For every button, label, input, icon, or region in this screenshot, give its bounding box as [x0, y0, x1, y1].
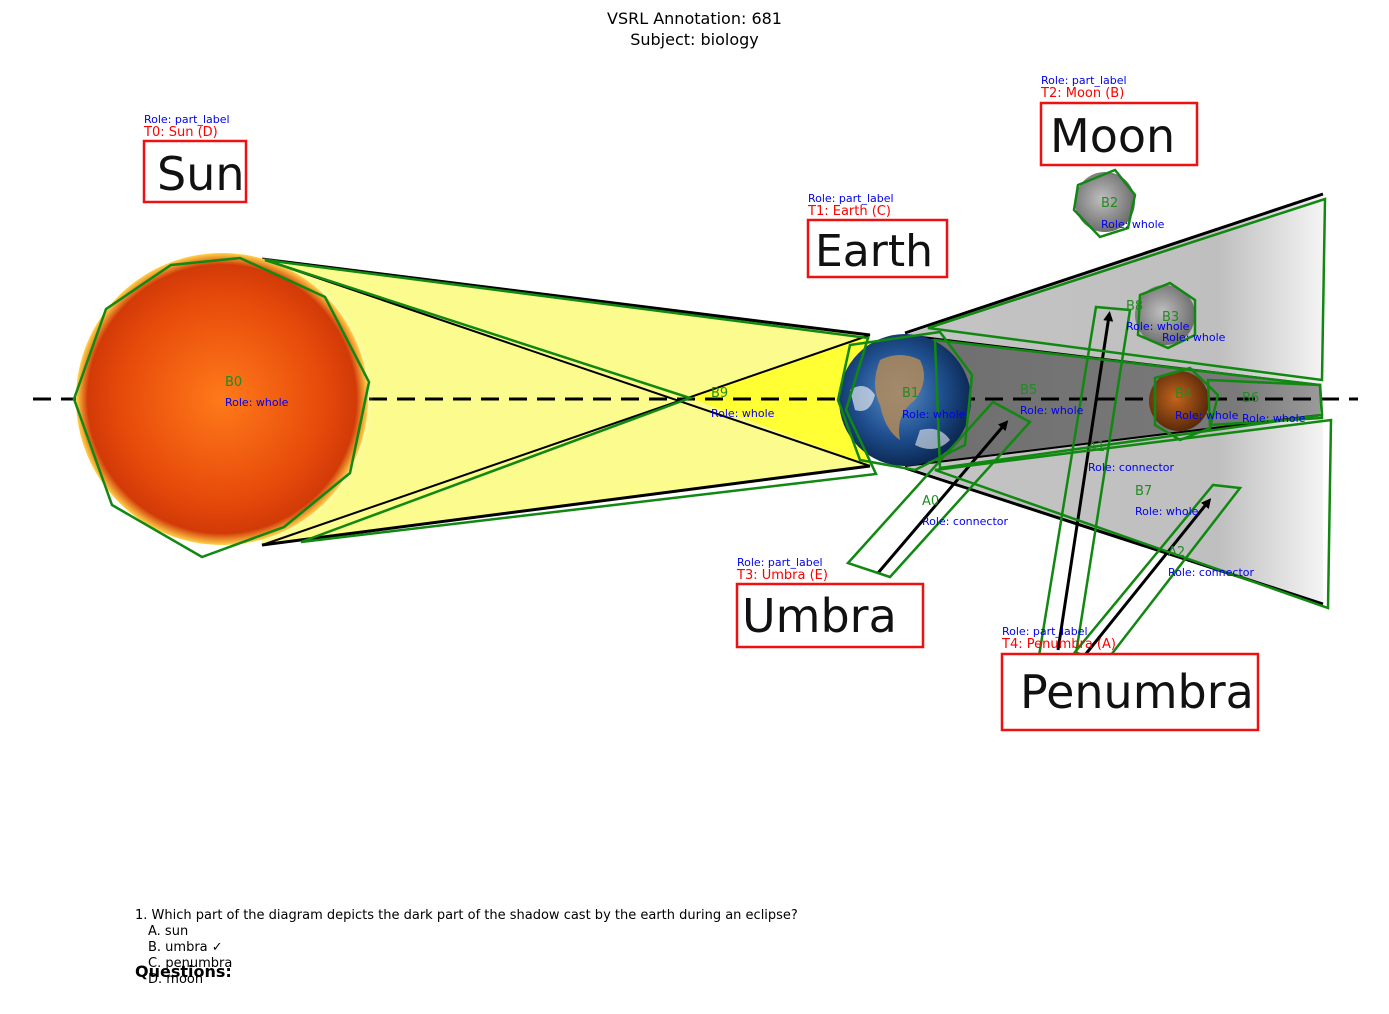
- b5-id: B5: [1020, 383, 1037, 398]
- t2-role: Role: part_label: [1041, 74, 1127, 87]
- sunlight-cones: [261, 257, 871, 547]
- a1-role: Role: connector: [1088, 461, 1174, 474]
- moon-image-penumbra: [1135, 285, 1195, 345]
- moon-image-top: [1075, 172, 1135, 232]
- text-box-earth: Earth Role: part_label T1: Earth (C): [806, 192, 949, 279]
- earth-word: Earth: [815, 226, 933, 277]
- a2-role: Role: connector: [1168, 566, 1254, 579]
- option-d: D. moon: [148, 972, 204, 987]
- option-b: B. umbra ✓: [148, 940, 223, 955]
- a0-role: Role: connector: [922, 515, 1008, 528]
- a0-id: A0: [922, 494, 939, 509]
- b2-role: Role: whole: [1101, 218, 1165, 231]
- b3-role: Role: whole: [1162, 331, 1226, 344]
- text-box-sun: Sun Role: part_label T0: Sun (D): [142, 113, 248, 204]
- blob-b0-sun-outline: [72, 256, 371, 559]
- blob-b4-moon-umbra-outline: [1153, 366, 1220, 442]
- blob-b2-moon-top-outline: [1072, 168, 1137, 239]
- a1-id: A1: [1088, 440, 1105, 455]
- b1-role: Role: whole: [902, 408, 966, 421]
- b3-id: B3: [1162, 310, 1179, 325]
- b5-role: Role: whole: [1020, 404, 1084, 417]
- sun-image: [70, 247, 374, 551]
- questions-heading: Questions:: [135, 962, 232, 981]
- blob-b6-umbra-tail-outline: [1206, 378, 1324, 427]
- sun-word: Sun: [157, 147, 245, 201]
- blob-labels: B0 Role: whole B1 Role: whole B2 Role: w…: [225, 196, 1306, 579]
- diagram-arrows: [876, 311, 1212, 656]
- t0-tag: T0: Sun (D): [143, 125, 218, 140]
- b2-id: B2: [1101, 196, 1118, 211]
- figure-title: VSRL Annotation: 681: [607, 9, 782, 28]
- moon-word: Moon: [1050, 109, 1175, 163]
- t3-role: Role: part_label: [737, 556, 823, 569]
- blob-b9-sunlight-outline: [264, 258, 878, 544]
- t4-role: Role: part_label: [1002, 625, 1088, 638]
- penumbra-word: Penumbra: [1020, 665, 1254, 719]
- b9-role: Role: whole: [711, 407, 775, 420]
- t4-tag: T4: Penumbra (A): [1001, 637, 1116, 652]
- blob-b8-penumbra-upper-outline: [927, 197, 1327, 382]
- t2-tag: T2: Moon (B): [1040, 86, 1124, 101]
- b6-role: Role: whole: [1242, 412, 1306, 425]
- option-a: A. sun: [148, 924, 189, 939]
- b1-id: B1: [902, 386, 919, 401]
- b0-role: Role: whole: [225, 396, 289, 409]
- blob-b3-moon-penumbra-outline: [1136, 281, 1197, 350]
- b6-id: B6: [1242, 391, 1259, 406]
- option-c: C. penumbra: [148, 956, 233, 971]
- question-text: 1. Which part of the diagram depicts the…: [135, 908, 798, 923]
- t0-role: Role: part_label: [144, 113, 230, 126]
- text-box-penumbra: Penumbra Role: part_label T4: Penumbra (…: [1000, 625, 1260, 732]
- blob-b7-penumbra-lower-outline: [934, 418, 1333, 610]
- b4-id: B4: [1175, 387, 1192, 402]
- moon-image-umbra: [1149, 371, 1209, 431]
- b0-id: B0: [225, 375, 242, 390]
- t3-tag: T3: Umbra (E): [736, 568, 828, 583]
- b8-role: Role: whole: [1126, 320, 1190, 333]
- umbra-word: Umbra: [742, 589, 897, 643]
- b7-id: B7: [1135, 484, 1152, 499]
- b7-role: Role: whole: [1135, 505, 1199, 518]
- arrow-a0-outline: [845, 400, 1032, 579]
- text-box-moon: Moon Role: part_label T2: Moon (B): [1039, 74, 1199, 167]
- figure-subject: Subject: biology: [630, 30, 759, 49]
- a2-id: A2: [1168, 545, 1185, 560]
- b4-role: Role: whole: [1175, 409, 1239, 422]
- text-box-umbra: Umbra Role: part_label T3: Umbra (E): [735, 556, 925, 649]
- t1-role: Role: part_label: [808, 192, 894, 205]
- b8-id: B8: [1126, 299, 1143, 314]
- b9-id: B9: [711, 386, 728, 401]
- t1-tag: T1: Earth (C): [807, 204, 891, 219]
